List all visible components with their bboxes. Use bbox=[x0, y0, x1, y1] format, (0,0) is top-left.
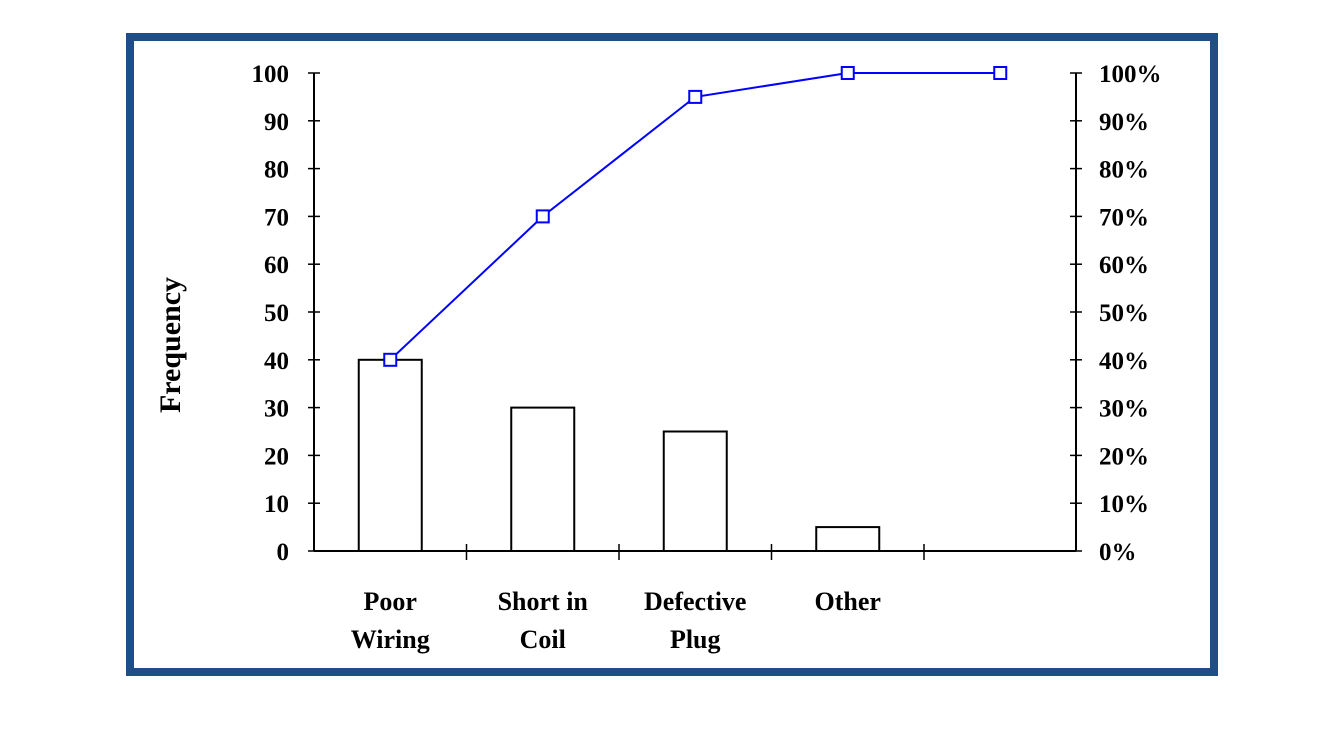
y-tick-label: 70 bbox=[264, 204, 289, 231]
cumulative-point bbox=[993, 66, 1008, 80]
y2-tick-label: 50% bbox=[1099, 300, 1149, 327]
chart-labels: 0 10 20 30 40 50 60 70 80 90 100 0% 10% 20% 30% 40% 50% 6… bbox=[154, 61, 1162, 654]
y-tick-label: 20 bbox=[264, 443, 289, 470]
y2-tick-label: 10% bbox=[1099, 491, 1149, 518]
cumulative-point bbox=[535, 209, 550, 224]
y-tick-label: 0 bbox=[277, 539, 290, 566]
bar bbox=[357, 358, 423, 552]
y2-tick-label: 40% bbox=[1099, 348, 1149, 375]
y-axis-title: Frequency bbox=[154, 277, 187, 413]
y2-tick-label: 20% bbox=[1099, 443, 1149, 470]
y2-tick-label: 70% bbox=[1099, 204, 1149, 231]
y-tick-label: 10 bbox=[264, 491, 289, 518]
cumulative-series bbox=[383, 66, 1008, 367]
y-tick-label: 60 bbox=[264, 252, 289, 279]
cumulative-point bbox=[840, 66, 855, 80]
bar-series bbox=[357, 358, 881, 552]
y-tick-label: 50 bbox=[264, 300, 289, 327]
bar bbox=[662, 430, 728, 552]
y-tick-label: 100 bbox=[252, 61, 290, 88]
y-tick-label: 40 bbox=[264, 348, 289, 375]
cumulative-point bbox=[383, 352, 398, 367]
x-category-label: Poor Wiring bbox=[351, 587, 430, 654]
x-category-label: Short in Coil bbox=[498, 587, 589, 654]
y2-tick-label: 30% bbox=[1099, 396, 1149, 423]
y2-tick-label: 100% bbox=[1099, 61, 1162, 88]
x-category-label: Defective Plug bbox=[644, 587, 746, 654]
y-tick-label: 90 bbox=[264, 109, 289, 136]
y-tick-label: 80 bbox=[264, 157, 289, 184]
bar bbox=[815, 526, 881, 552]
bar bbox=[510, 406, 576, 552]
cumulative-line bbox=[389, 72, 1001, 361]
y2-tick-label: 80% bbox=[1099, 157, 1149, 184]
x-category-label: Other bbox=[815, 587, 881, 616]
y2-tick-label: 60% bbox=[1099, 252, 1149, 279]
y2-tick-label: 90% bbox=[1099, 109, 1149, 136]
cumulative-point bbox=[688, 89, 703, 104]
chart-frame bbox=[126, 33, 1218, 676]
y2-tick-label: 0% bbox=[1099, 539, 1137, 566]
y-tick-label: 30 bbox=[264, 396, 289, 423]
